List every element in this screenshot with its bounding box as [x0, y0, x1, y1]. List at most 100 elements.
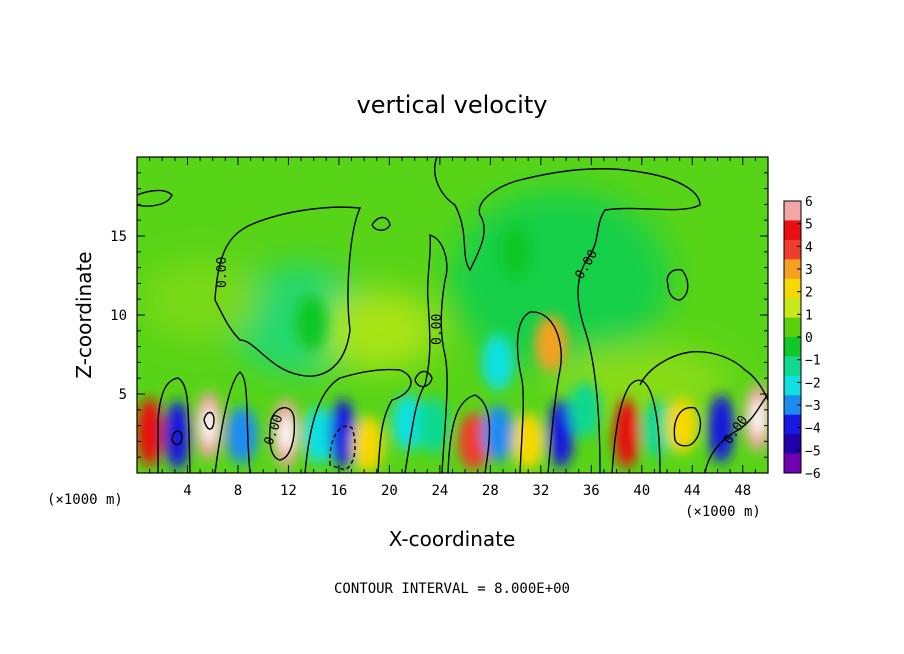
contour-line — [516, 311, 562, 473]
y-tick-label: 15 — [110, 229, 127, 245]
x-tick-label: 36 — [583, 483, 600, 499]
contour-line — [304, 368, 412, 473]
x-tick-label: 8 — [234, 483, 242, 499]
y-tick-labels: 5 10 15 — [110, 229, 127, 403]
contour-line — [329, 425, 356, 471]
x-tick-label: 12 — [280, 483, 297, 499]
velocity-cell — [302, 407, 335, 464]
colorbar-label: 4 — [805, 240, 813, 255]
contour-line — [137, 189, 173, 207]
colorbar-label: 1 — [805, 308, 813, 323]
velocity-cell — [512, 413, 545, 470]
colorbar-label: 3 — [805, 263, 813, 278]
velocity-cell — [164, 401, 191, 470]
colorbar-segment — [784, 239, 801, 260]
colorbar-segment — [784, 201, 801, 221]
contour-line — [269, 407, 296, 461]
velocity-cell — [534, 315, 567, 372]
colorbar-label: −3 — [805, 399, 821, 414]
colorbar-segment — [784, 375, 801, 396]
colorbar-label: 5 — [805, 218, 813, 233]
contour-line — [414, 370, 433, 388]
velocity-cell — [613, 399, 640, 468]
velocity-cell — [481, 405, 514, 462]
colorbar-segment — [784, 356, 801, 377]
x-tick-label: 20 — [381, 483, 398, 499]
contour-line — [639, 351, 768, 401]
contour-line — [704, 394, 768, 473]
velocity-cell — [708, 394, 735, 463]
colorbar-label: −5 — [805, 444, 821, 459]
contour-line — [214, 371, 251, 473]
colorbar-segment — [784, 395, 801, 416]
velocity-cell — [137, 397, 163, 466]
velocity-cell — [499, 223, 532, 280]
velocity-cell — [548, 399, 575, 468]
x-unit-right: (×1000 m) — [685, 504, 761, 520]
velocity-cell — [351, 416, 384, 473]
velocity-cell — [481, 334, 514, 391]
x-tick-label: 40 — [633, 483, 650, 499]
x-unit-left: (×1000 m) — [47, 492, 123, 508]
colorbar-label: 0 — [805, 331, 813, 346]
colorbar — [783, 200, 802, 474]
velocity-cell-core — [750, 399, 765, 436]
contour-line — [404, 233, 448, 473]
contour-line — [371, 216, 391, 231]
velocity-cell-core — [278, 415, 293, 452]
velocity-cells — [137, 223, 768, 473]
x-tick-label: 16 — [330, 483, 347, 499]
contour-line — [203, 411, 215, 430]
contour-line — [434, 157, 701, 473]
x-tick-label: 48 — [734, 483, 751, 499]
velocity-cell — [457, 413, 490, 470]
colorbar-label: 6 — [805, 195, 813, 210]
colorbar-label: −4 — [805, 422, 821, 437]
y-tick-label: 5 — [119, 387, 127, 403]
velocity-cell — [569, 381, 602, 438]
colorbar-segment — [784, 453, 801, 474]
velocity-cell — [225, 407, 258, 464]
colorbar-labels: 6 5 4 3 2 1 0 −1 −2 −3 −4 −5 −6 — [805, 195, 821, 482]
x-tick-label: 28 — [482, 483, 499, 499]
colorbar-segment — [784, 414, 801, 435]
velocity-cell — [295, 294, 328, 351]
x-axis-title: X-coordinate — [389, 527, 516, 551]
x-tick-label: 44 — [684, 483, 701, 499]
x-tick-label: 24 — [431, 483, 448, 499]
velocity-cell — [417, 397, 450, 454]
colorbar-label: 2 — [805, 286, 813, 301]
contour-line — [673, 406, 702, 447]
x-tick-labels: 4 8 12 16 20 24 28 32 36 40 44 48 — [183, 483, 751, 499]
velocity-cell — [666, 397, 699, 454]
colorbar-segment — [784, 278, 801, 299]
contour-label: 0.00 — [215, 257, 230, 288]
colorbar-segment — [784, 434, 801, 455]
contour-line — [171, 430, 183, 446]
colorbar-label: −6 — [805, 467, 821, 482]
x-tick-label: 4 — [183, 483, 191, 499]
velocity-cell — [640, 400, 673, 457]
y-tick-label: 10 — [110, 308, 127, 324]
colorbar-segment — [784, 317, 801, 338]
tick-marks — [137, 157, 768, 473]
x-tick-label: 32 — [532, 483, 549, 499]
contour-line — [157, 377, 191, 473]
colorbar-label: −1 — [805, 354, 821, 369]
contour-lines — [137, 157, 768, 473]
contour-interval-note: CONTOUR INTERVAL = 8.000E+00 — [334, 581, 570, 597]
contour-label: 0.00 — [430, 314, 445, 345]
contour-line — [611, 379, 661, 473]
colorbar-segment — [784, 337, 801, 357]
colorbar-segment — [784, 259, 801, 280]
contour-line — [666, 268, 689, 301]
colorbar-segment — [784, 220, 801, 241]
colorbar-label: −2 — [805, 376, 821, 391]
y-axis-title: Z-coordinate — [72, 251, 96, 378]
chart-title: vertical velocity — [357, 91, 548, 119]
contour-line — [214, 206, 362, 377]
contour-line — [447, 394, 491, 473]
colorbar-segment — [784, 298, 801, 319]
velocity-cell — [329, 399, 356, 468]
